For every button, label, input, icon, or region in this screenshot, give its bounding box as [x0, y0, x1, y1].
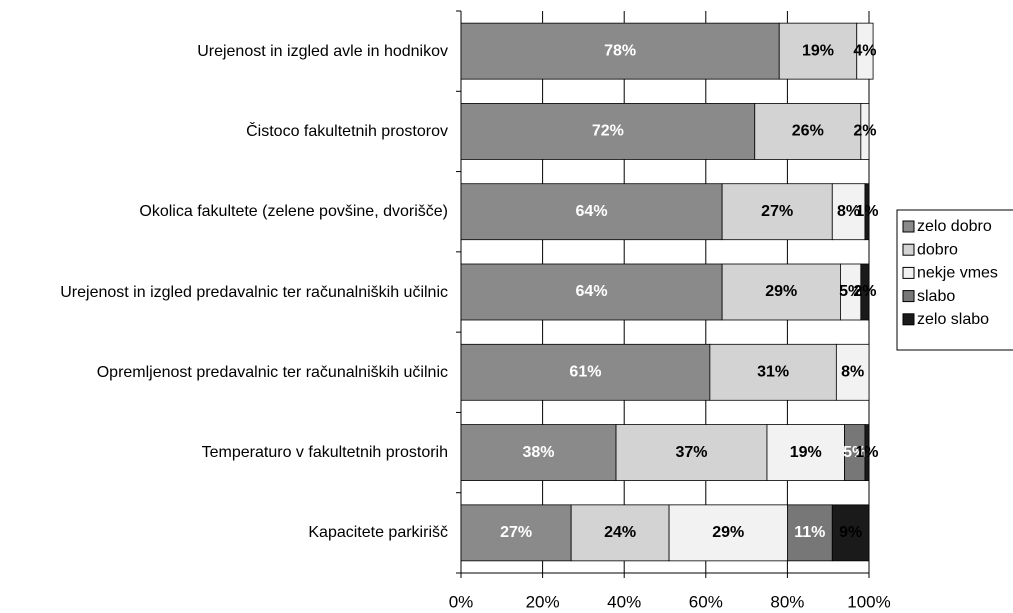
value-label: 29%	[765, 283, 797, 300]
bar-segment	[460, 343, 711, 401]
y-tick-label-box: Čistoco fakultetnih prostorov	[0, 101, 448, 161]
y-tick-label: Okolica fakultete (zelene povšine, dvori…	[139, 203, 448, 221]
value-label: 27%	[500, 524, 532, 541]
value-label: 19%	[790, 444, 822, 461]
bar-segment	[615, 424, 768, 481]
value-label: 61%	[569, 364, 601, 381]
bar-segment	[864, 424, 870, 481]
value-label: 78%	[604, 42, 636, 59]
value-label: 2%	[853, 283, 876, 300]
bar-segment	[570, 504, 670, 562]
value-label: 38%	[523, 444, 555, 461]
legend-swatch	[902, 290, 915, 303]
y-tick-label-box: Okolica fakultete (zelene povšine, dvori…	[0, 182, 448, 242]
legend-label: zelo dobro	[917, 218, 992, 235]
y-tick-label: Čistoco fakultetnih prostorov	[246, 122, 448, 140]
value-label: 27%	[761, 203, 793, 220]
legend-swatch	[902, 243, 915, 256]
value-label: 1%	[855, 444, 878, 461]
legend-swatch	[902, 266, 915, 279]
bar-segment	[766, 424, 845, 481]
bar-segment	[709, 343, 837, 401]
bar-segment	[778, 22, 858, 80]
value-label: 37%	[676, 444, 708, 461]
value-label: 19%	[802, 42, 834, 59]
x-tick-label: 60%	[689, 592, 723, 611]
x-tick-label: 100%	[847, 592, 890, 611]
bar-segment	[460, 504, 572, 562]
bar-segment	[460, 103, 756, 160]
legend-swatch	[902, 220, 915, 233]
value-label: 5%	[839, 283, 862, 300]
value-label: 64%	[576, 283, 608, 300]
y-tick-label: Urejenost in izgled avle in hodnikov	[197, 42, 448, 60]
y-tick-label: Urejenost in izgled predavalnic ter raču…	[60, 283, 448, 301]
y-tick-label: Kapacitete parkirišč	[308, 524, 448, 542]
bar-segment	[460, 183, 723, 241]
y-tick-label-box: Urejenost in izgled avle in hodnikov	[0, 21, 448, 81]
legend-box	[896, 209, 1013, 351]
bar-segment	[668, 504, 788, 562]
value-label: 8%	[841, 364, 864, 381]
bar-segment	[835, 343, 870, 401]
y-tick-label-box: Urejenost in izgled predavalnic ter raču…	[0, 262, 448, 322]
value-label: 8%	[837, 203, 860, 220]
value-label: 1%	[855, 203, 878, 220]
y-tick-label: Temperaturo v fakultetnih prostorih	[201, 444, 448, 462]
value-label: 9%	[839, 524, 862, 541]
bar-segment	[864, 183, 870, 241]
value-label: 5%	[843, 444, 866, 461]
x-tick-label: 80%	[770, 592, 804, 611]
legend-label: zelo slabo	[917, 311, 989, 328]
y-tick-label-box: Kapacitete parkirišč	[0, 503, 448, 563]
legend-label: slabo	[917, 288, 955, 305]
bar-segment	[831, 183, 866, 241]
value-label: 31%	[757, 364, 789, 381]
bar-segment	[460, 22, 780, 80]
legend-label: nekje vmes	[917, 265, 998, 282]
y-tick-label-box: Temperaturo v fakultetnih prostorih	[0, 423, 448, 483]
x-tick-label: 40%	[607, 592, 641, 611]
bar-segment	[754, 103, 862, 160]
legend-swatch	[902, 313, 915, 326]
bar-segment	[860, 263, 870, 321]
y-tick-label-box: Opremljenost predavalnic ter računalnišk…	[0, 342, 448, 402]
value-label: 2%	[853, 123, 876, 140]
value-label: 4%	[853, 42, 876, 59]
x-tick-label: 0%	[449, 592, 474, 611]
bar-segment	[460, 424, 617, 481]
value-label: 24%	[604, 524, 636, 541]
value-label: 72%	[592, 123, 624, 140]
bar-segment	[831, 504, 870, 562]
value-label: 64%	[576, 203, 608, 220]
value-label: 11%	[794, 524, 825, 541]
legend-label: dobro	[917, 241, 958, 258]
bar-segment	[721, 183, 833, 241]
x-tick-label: 20%	[526, 592, 560, 611]
y-tick-label: Opremljenost predavalnic ter računalnišk…	[96, 363, 448, 381]
bar-segment	[856, 22, 874, 80]
value-label: 26%	[792, 123, 824, 140]
bar-segment	[860, 103, 870, 160]
bar-segment	[460, 263, 723, 321]
value-label: 29%	[712, 524, 744, 541]
